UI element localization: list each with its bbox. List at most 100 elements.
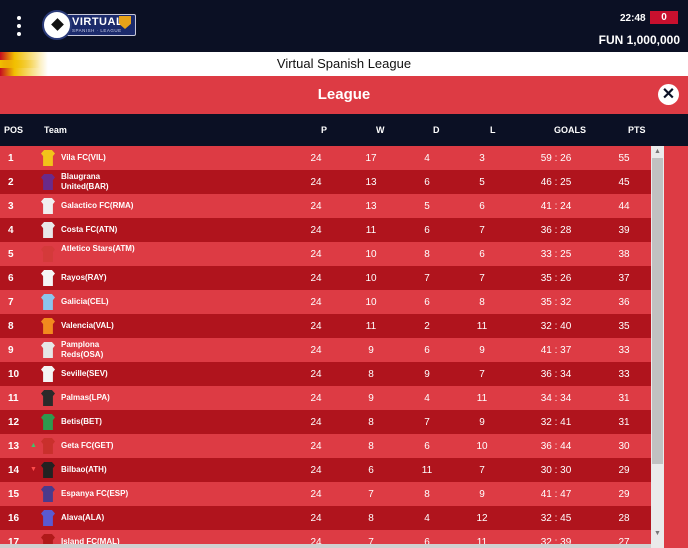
row-lost: 8 — [479, 297, 485, 308]
table-row[interactable]: 6 Rayos(RAY) 24 10 7 7 35 : 26 37 — [0, 266, 651, 290]
row-played: 24 — [310, 273, 322, 284]
row-drawn: 7 — [424, 273, 430, 284]
row-goals: 35 : 26 — [540, 273, 572, 284]
row-pos: 2 — [8, 177, 14, 188]
row-team: Palmas(LPA) — [61, 393, 110, 402]
row-goals: 41 : 24 — [540, 201, 572, 212]
row-goals: 36 : 28 — [540, 225, 572, 236]
horizontal-scrollbar[interactable] — [0, 544, 651, 548]
row-team: Espanya FC(ESP) — [61, 489, 129, 498]
row-lost: 12 — [476, 513, 488, 524]
row-pos: 9 — [8, 345, 14, 356]
scrollbar-thumb[interactable] — [652, 158, 663, 464]
row-goals: 32 : 45 — [540, 513, 572, 524]
row-pos: 11 — [8, 393, 19, 404]
row-team: Seville(SEV) — [61, 369, 108, 378]
league-name: Virtual Spanish League — [276, 56, 412, 71]
more-vertical-icon[interactable] — [14, 16, 24, 36]
table-row[interactable]: 1 Vila FC(VIL) 24 17 4 3 59 : 26 55 — [0, 146, 651, 170]
table-row[interactable]: 12 Betis(BET) 24 8 7 9 32 : 41 31 — [0, 410, 651, 434]
row-pos: 17 — [8, 537, 20, 548]
row-won: 10 — [365, 273, 377, 284]
team-shirt-icon — [41, 366, 55, 382]
row-won: 8 — [368, 441, 374, 452]
row-lost: 7 — [479, 273, 485, 284]
arrow-down-icon: ▼ — [30, 466, 37, 473]
row-goals: 32 : 39 — [540, 537, 572, 548]
row-team: Geta FC(GET) — [61, 441, 114, 450]
table-row[interactable]: 3 Galactico FC(RMA) 24 13 5 6 41 : 24 44 — [0, 194, 651, 218]
table-row[interactable]: 8 Valencia(VAL) 24 11 2 11 32 : 40 35 — [0, 314, 651, 338]
row-drawn: 11 — [421, 465, 433, 476]
row-lost: 7 — [479, 225, 485, 236]
team-shirt-icon — [41, 198, 55, 214]
row-team: Betis(BET) — [61, 417, 102, 426]
row-points: 33 — [618, 345, 630, 356]
row-pos: 7 — [8, 297, 14, 308]
row-pos: 3 — [8, 201, 14, 212]
table-row[interactable]: 4 Costa FC(ATN) 24 11 6 7 36 : 28 39 — [0, 218, 651, 242]
table-row[interactable]: 11 Palmas(LPA) 24 9 4 11 34 : 34 31 — [0, 386, 651, 410]
table-row[interactable]: 9 Pamplona Reds(OSA) 24 9 6 9 41 : 37 33 — [0, 338, 651, 362]
row-drawn: 4 — [424, 153, 430, 164]
row-played: 24 — [310, 225, 322, 236]
notification-badge[interactable]: 0 — [650, 11, 678, 24]
row-drawn: 5 — [424, 201, 430, 212]
row-pos: 8 — [8, 321, 14, 332]
row-points: 38 — [618, 249, 630, 260]
row-won: 6 — [368, 465, 374, 476]
table-header: POS Team P W D L GOALS PTS — [0, 114, 688, 146]
scroll-down-icon[interactable]: ▼ — [654, 530, 661, 537]
row-team: Costa FC(ATN) — [61, 225, 118, 234]
row-points: 30 — [618, 441, 630, 452]
row-points: 39 — [618, 225, 630, 236]
spain-flag-icon — [0, 52, 48, 76]
row-won: 8 — [368, 513, 374, 524]
row-played: 24 — [310, 345, 322, 356]
table-row[interactable]: 5 Atletico Stars(ATM) 24 10 8 6 33 : 25 38 — [0, 242, 651, 266]
team-shirt-icon — [41, 270, 55, 286]
table-row[interactable]: 16 Alava(ALA) 24 8 4 12 32 : 45 28 — [0, 506, 651, 530]
col-pos: POS — [4, 125, 24, 135]
team-shirt-icon — [41, 318, 55, 334]
row-played: 24 — [310, 417, 322, 428]
row-goals: 41 : 37 — [540, 345, 572, 356]
soccer-ball-icon — [42, 10, 72, 40]
logo-subtitle: SPANISH · LEAGUE — [72, 28, 122, 33]
row-goals: 36 : 34 — [540, 369, 572, 380]
row-team: Galactico FC(RMA) — [61, 201, 134, 210]
table-row[interactable]: 13 ▲ Geta FC(GET) 24 8 6 10 36 : 44 30 — [0, 434, 651, 458]
row-lost: 11 — [476, 393, 488, 404]
row-played: 24 — [310, 441, 322, 452]
close-icon[interactable]: ✕ — [658, 84, 679, 105]
row-pos: 14 — [8, 465, 20, 476]
row-team: Vila FC(VIL) — [61, 153, 106, 162]
row-lost: 9 — [479, 489, 485, 500]
row-drawn: 4 — [424, 393, 430, 404]
table-row[interactable]: 7 Galicia(CEL) 24 10 6 8 35 : 32 36 — [0, 290, 651, 314]
row-pos: 5 — [8, 249, 14, 260]
row-played: 24 — [310, 153, 322, 164]
table-row[interactable]: 2 Blaugrana United(BAR) 24 13 6 5 46 : 25 45 — [0, 170, 651, 194]
row-points: 29 — [618, 489, 630, 500]
row-team: Blaugrana United(BAR) — [61, 172, 109, 191]
top-bar: VIRTUAL SPANISH · LEAGUE 22:48 0 FUN 1,0… — [0, 0, 688, 52]
row-played: 24 — [310, 489, 322, 500]
row-won: 17 — [365, 153, 377, 164]
row-won: 11 — [365, 225, 377, 236]
row-points: 31 — [618, 417, 630, 428]
scroll-up-icon[interactable]: ▲ — [654, 148, 661, 155]
table-row[interactable]: 14 ▼ Bilbao(ATH) 24 6 11 7 30 : 30 29 — [0, 458, 651, 482]
row-points: 44 — [618, 201, 630, 212]
table-row[interactable]: 10 Seville(SEV) 24 8 9 7 36 : 34 33 — [0, 362, 651, 386]
table-row[interactable]: 15 Espanya FC(ESP) 24 7 8 9 41 : 47 29 — [0, 482, 651, 506]
clock: 22:48 — [620, 13, 646, 24]
row-points: 37 — [618, 273, 630, 284]
row-points: 31 — [618, 393, 630, 404]
col-team: Team — [44, 125, 67, 135]
row-pos: 4 — [8, 225, 14, 236]
team-shirt-icon — [41, 222, 55, 238]
row-points: 45 — [618, 177, 630, 188]
row-drawn: 6 — [424, 297, 430, 308]
row-drawn: 6 — [424, 345, 430, 356]
